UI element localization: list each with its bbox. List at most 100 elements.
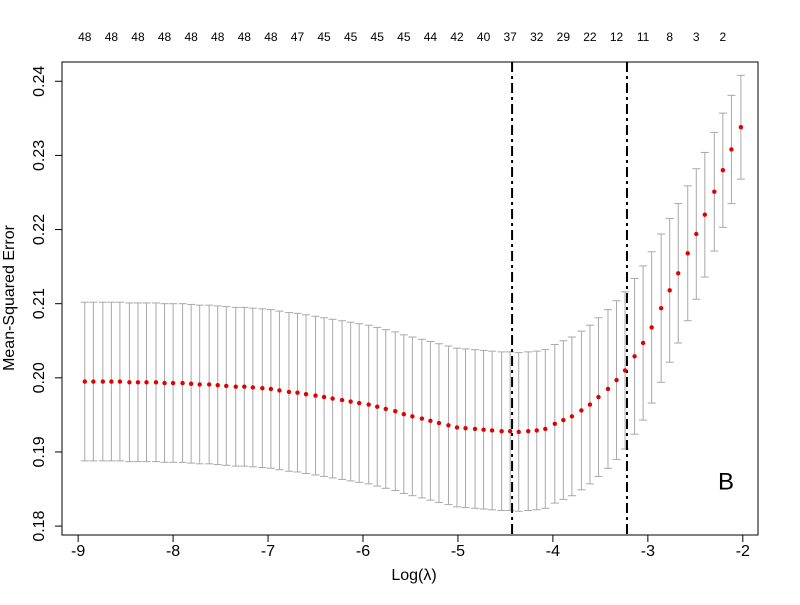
mean-point xyxy=(401,411,407,417)
panel-annotation: B xyxy=(718,468,734,495)
top-count-label: 48 xyxy=(78,30,92,44)
mean-point xyxy=(428,418,433,424)
mean-point xyxy=(180,380,185,386)
y-axis-label: Mean-Squared Error xyxy=(1,224,18,371)
top-count-label: 48 xyxy=(158,30,172,44)
mean-point xyxy=(499,429,504,434)
top-count-label: 22 xyxy=(583,30,597,44)
mean-point xyxy=(348,399,353,404)
mean-point xyxy=(197,382,202,387)
mean-point xyxy=(720,168,726,173)
mean-point xyxy=(153,380,159,385)
mean-point xyxy=(702,212,708,217)
mean-point xyxy=(303,391,309,397)
mean-point xyxy=(526,429,531,434)
mean-point xyxy=(676,271,681,276)
top-count-label: 42 xyxy=(450,30,464,44)
mean-point xyxy=(144,380,149,385)
mean-point xyxy=(295,390,300,395)
mean-point xyxy=(463,426,468,431)
mean-point xyxy=(516,429,521,435)
y-tick-label: 0.21 xyxy=(31,288,48,319)
x-tick-label: -2 xyxy=(736,543,750,560)
mean-point xyxy=(658,305,664,311)
top-count-label: 45 xyxy=(317,30,331,44)
mean-point xyxy=(489,428,495,433)
x-tick-label: -7 xyxy=(261,543,275,560)
mean-point xyxy=(472,426,478,432)
mean-point xyxy=(596,394,601,400)
top-count-label: 12 xyxy=(610,30,624,44)
top-count-label: 48 xyxy=(238,30,252,44)
top-count-label: 8 xyxy=(666,30,673,44)
mean-point xyxy=(277,388,282,393)
mean-point xyxy=(162,380,167,386)
top-count-label: 48 xyxy=(264,30,278,44)
mean-point xyxy=(375,404,380,409)
mean-point xyxy=(321,394,327,400)
mean-point xyxy=(569,414,575,419)
mean-point xyxy=(640,340,646,346)
mean-point xyxy=(109,379,114,384)
mean-point xyxy=(649,325,654,330)
top-count-label: 45 xyxy=(371,30,385,44)
mean-point xyxy=(410,414,415,419)
mean-point xyxy=(100,379,106,384)
mean-point xyxy=(339,397,345,403)
mean-point xyxy=(215,383,220,388)
top-count-label: 40 xyxy=(477,30,491,44)
top-count-label: 32 xyxy=(530,30,544,44)
mean-point xyxy=(481,427,486,432)
mean-point xyxy=(366,402,371,407)
x-tick-label: -9 xyxy=(71,543,85,560)
x-tick-label: -8 xyxy=(166,543,180,560)
mean-point xyxy=(614,377,619,383)
mean-point xyxy=(250,385,256,390)
mean-point xyxy=(534,428,539,433)
mean-point xyxy=(188,381,194,386)
top-count-label: 48 xyxy=(184,30,198,44)
mean-point xyxy=(446,423,451,428)
mean-point xyxy=(206,382,212,387)
mean-point xyxy=(622,368,628,373)
mean-point xyxy=(357,400,362,406)
mean-point xyxy=(419,416,425,421)
mean-point xyxy=(632,354,637,359)
mean-point xyxy=(260,386,265,391)
mean-point xyxy=(605,386,611,392)
mean-point xyxy=(330,396,335,401)
mean-point xyxy=(117,379,123,384)
top-count-label: 11 xyxy=(637,30,650,44)
mean-point xyxy=(286,389,292,395)
mean-point xyxy=(694,231,699,237)
mean-point xyxy=(454,425,460,430)
mean-point xyxy=(82,379,87,384)
mean-point xyxy=(579,408,584,413)
y-tick-label: 0.24 xyxy=(31,66,48,97)
mean-point xyxy=(561,417,566,423)
mean-point xyxy=(313,393,318,398)
mean-point xyxy=(91,379,96,384)
mean-point xyxy=(393,408,398,414)
x-tick-label: -6 xyxy=(356,543,370,560)
mean-point xyxy=(170,380,176,386)
x-tick-label: -4 xyxy=(546,543,560,560)
top-count-label: 45 xyxy=(397,30,411,44)
y-tick-label: 0.23 xyxy=(31,140,48,171)
mean-point xyxy=(552,421,558,426)
mean-point xyxy=(436,420,442,426)
top-count-label: 48 xyxy=(211,30,225,44)
mean-point xyxy=(685,251,690,256)
mean-point xyxy=(383,406,388,412)
x-axis-label: Log(λ) xyxy=(391,567,436,584)
mean-point xyxy=(543,426,548,432)
y-tick-label: 0.19 xyxy=(31,436,48,467)
top-count-label: 48 xyxy=(131,30,145,44)
mean-point xyxy=(127,380,132,385)
mean-point xyxy=(224,383,229,389)
mean-point xyxy=(712,189,717,194)
top-count-label: 29 xyxy=(557,30,571,44)
top-count-label: 2 xyxy=(720,30,727,44)
mean-point xyxy=(667,288,672,293)
